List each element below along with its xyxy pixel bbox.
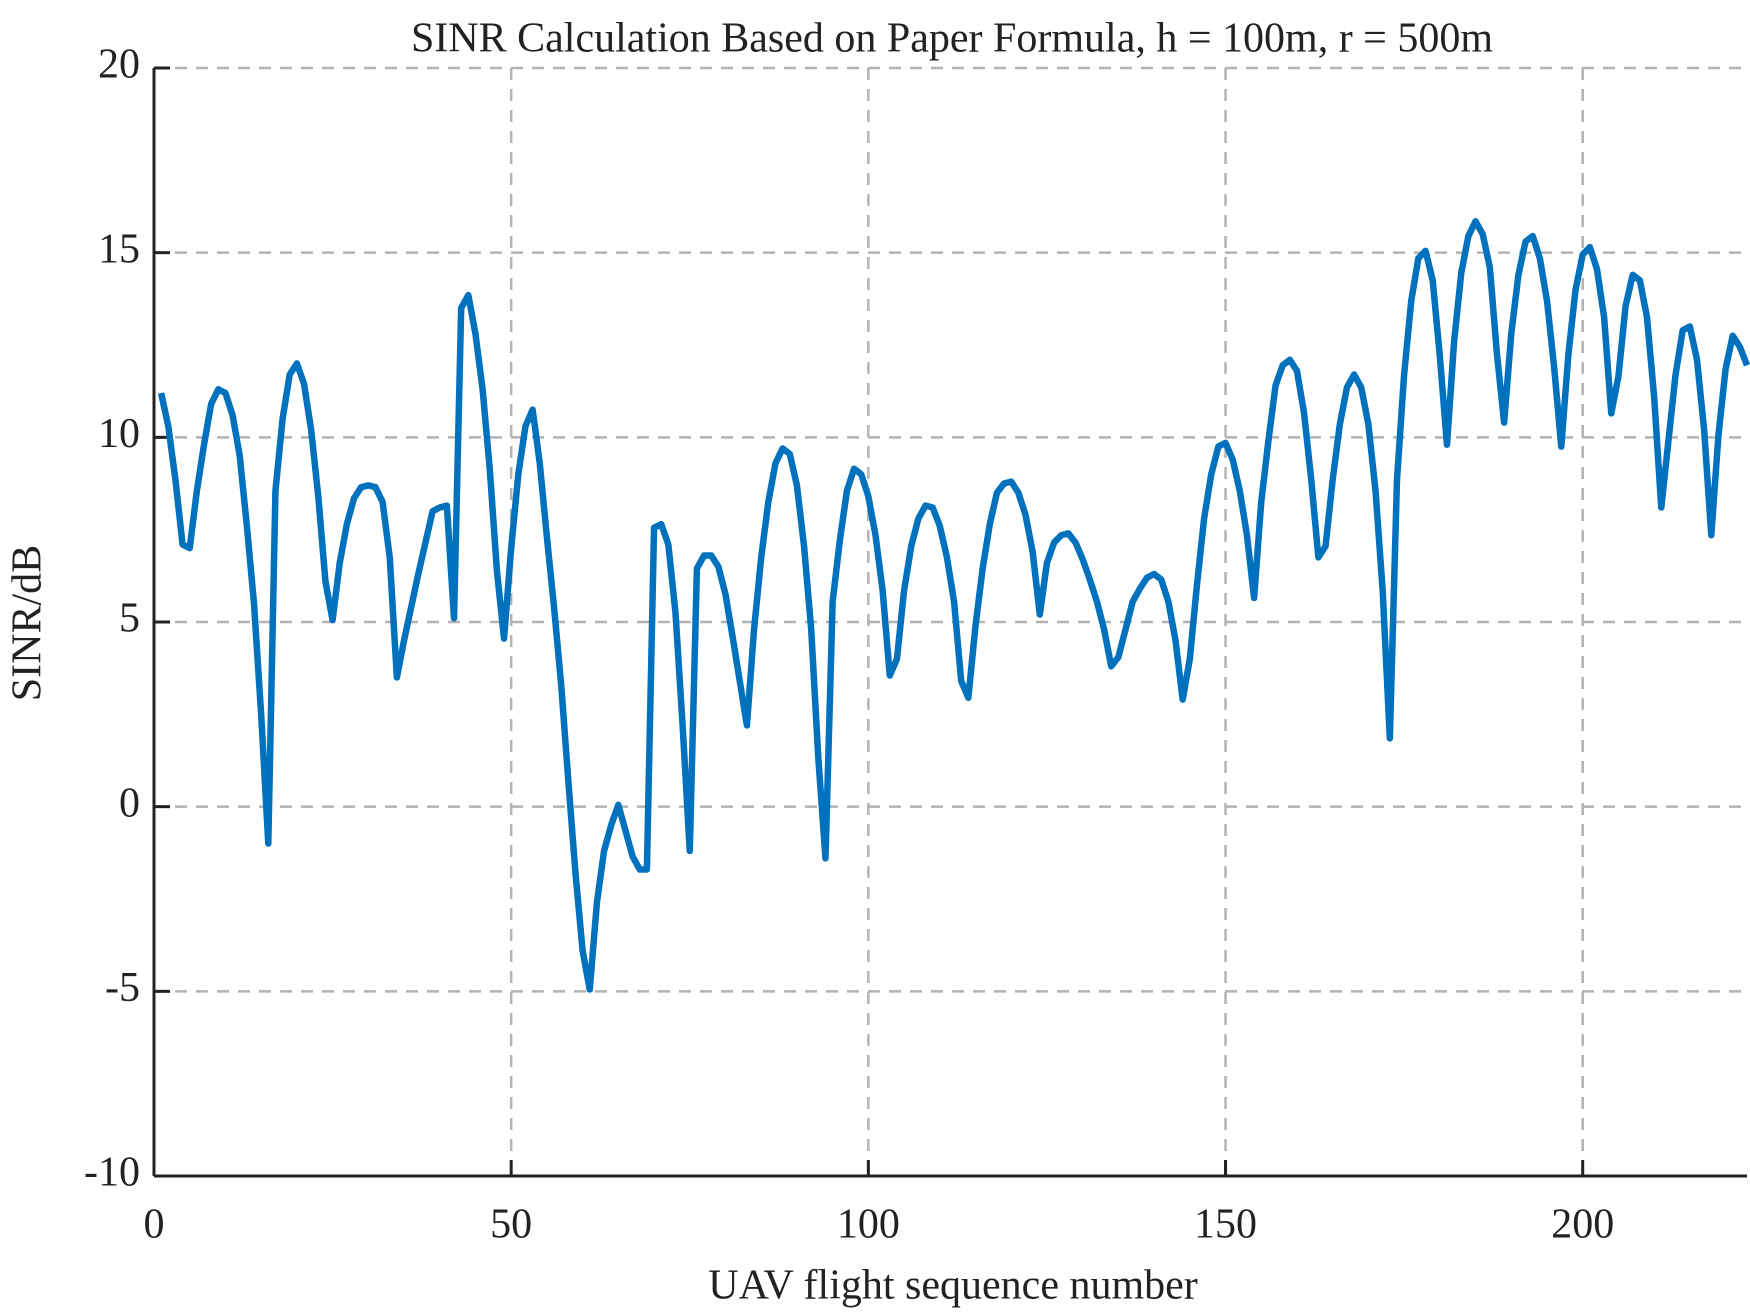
chart-title: SINR Calculation Based on Paper Formula,…: [411, 16, 1493, 62]
y-axis-label: SINR/dB: [5, 545, 51, 701]
y-tick-label: 0: [119, 780, 140, 826]
x-tick-label: 0: [144, 1202, 165, 1248]
y-tick-label: 5: [119, 596, 140, 642]
x-tick-label: 50: [490, 1202, 532, 1248]
y-tick-label: -10: [84, 1150, 140, 1196]
y-tick-label: 20: [98, 42, 140, 88]
data-line: [157, 218, 1750, 993]
x-tick-label: 100: [837, 1202, 900, 1248]
x-tick-label: 150: [1194, 1202, 1257, 1248]
x-axis-label: UAV flight sequence number: [708, 1263, 1198, 1309]
y-tick-label: 10: [98, 411, 140, 457]
x-tick-label: 200: [1551, 1202, 1614, 1248]
y-tick-label: -5: [105, 965, 140, 1011]
y-tick-label: 15: [98, 226, 140, 272]
